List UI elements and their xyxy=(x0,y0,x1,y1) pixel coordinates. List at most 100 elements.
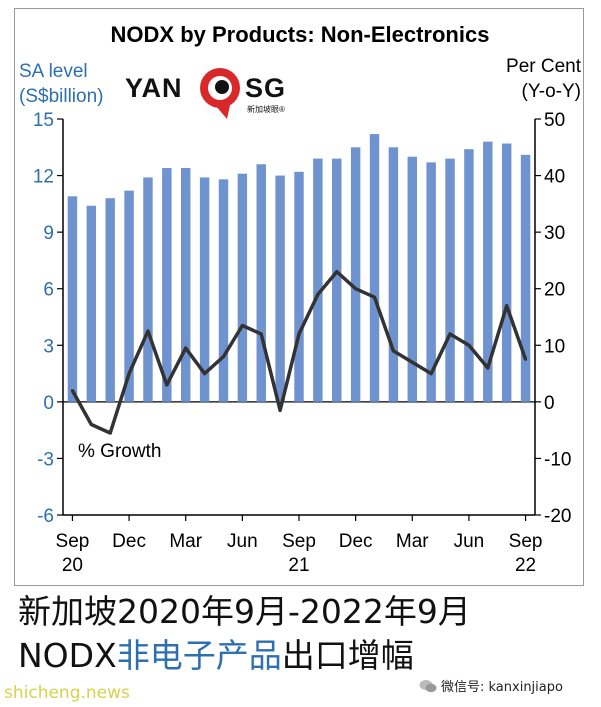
growth-point xyxy=(184,346,188,350)
growth-point xyxy=(486,366,490,370)
watermark-right-text: 微信号: kanxinjiapo xyxy=(441,680,563,695)
watermark-right: 微信号: kanxinjiapo xyxy=(419,676,563,695)
bar xyxy=(218,179,229,402)
left-tick-label: 15 xyxy=(33,110,54,131)
bar xyxy=(162,168,172,402)
growth-point xyxy=(108,431,112,435)
growth-point xyxy=(410,360,414,364)
growth-point xyxy=(127,372,131,376)
growth-point xyxy=(354,287,358,291)
left-axis-label-1: SA level xyxy=(19,61,88,82)
bar xyxy=(181,168,191,402)
bar xyxy=(426,162,436,402)
bar xyxy=(237,173,248,402)
bar xyxy=(445,158,455,402)
x-tick-year: 22 xyxy=(515,555,536,576)
x-tick-label: Sep xyxy=(56,531,90,552)
left-tick-label: -3 xyxy=(37,449,54,470)
left-axis-label-2: (S$billion) xyxy=(19,86,103,107)
growth-annotation: % Growth xyxy=(78,441,161,462)
growth-point xyxy=(89,422,93,426)
right-tick-label: 10 xyxy=(544,336,565,357)
chart-svg: NODX by Products: Non-Electronics SA lev… xyxy=(19,22,582,576)
right-tick-label: 50 xyxy=(544,110,565,131)
caption-line-2: NODX非电子产品出口增幅 xyxy=(18,634,598,678)
x-tick-label: Sep xyxy=(282,531,316,552)
bar-series xyxy=(67,134,531,402)
right-tick-label: -10 xyxy=(544,449,571,470)
x-tick-year: 20 xyxy=(62,555,83,576)
x-tick-year: 21 xyxy=(288,555,309,576)
bar xyxy=(199,177,210,402)
caption-prefix: NODX xyxy=(18,636,117,675)
chart-title: NODX by Products: Non-Electronics xyxy=(111,22,490,47)
bar xyxy=(275,175,285,402)
bar xyxy=(388,147,399,402)
right-y-ticks: 50 40 30 20 10 0 -10 -20 xyxy=(535,110,571,527)
left-tick-label: 6 xyxy=(43,280,54,301)
bar xyxy=(332,158,342,402)
bar xyxy=(369,134,380,402)
bar xyxy=(86,205,97,402)
x-tick-label: Sep xyxy=(509,531,543,552)
bar xyxy=(105,198,115,402)
growth-point xyxy=(467,343,471,347)
right-tick-label: 40 xyxy=(544,167,565,188)
bar xyxy=(350,147,361,402)
bar xyxy=(124,190,134,402)
right-tick-label: 30 xyxy=(544,223,565,244)
growth-point xyxy=(335,270,339,274)
right-axis-label-2: (Y-o-Y) xyxy=(522,81,581,102)
bar xyxy=(294,171,304,402)
growth-point xyxy=(203,372,207,376)
growth-line-series xyxy=(70,269,528,435)
left-tick-label: 9 xyxy=(43,223,54,244)
left-tick-label: -6 xyxy=(37,506,54,527)
growth-point xyxy=(391,349,395,353)
logo-text-right: SG xyxy=(245,73,286,103)
caption-highlight: 非电子产品 xyxy=(116,636,282,675)
x-tick-label: Mar xyxy=(396,531,429,552)
growth-point xyxy=(165,383,169,387)
wechat-icon xyxy=(419,679,437,692)
right-tick-label: -20 xyxy=(544,506,571,527)
bar xyxy=(407,156,417,402)
bar xyxy=(67,196,78,402)
growth-point xyxy=(70,389,74,393)
growth-point xyxy=(316,292,320,296)
x-ticks: Sep 20 Dec Mar Jun Sep 21 Dec Mar Jun Sep 22 xyxy=(56,515,543,576)
growth-point xyxy=(240,323,244,327)
bar xyxy=(143,177,153,402)
growth-point xyxy=(297,332,301,336)
right-axis-label-1: Per Cent xyxy=(506,56,582,77)
x-tick-label: Dec xyxy=(112,531,146,552)
right-tick-label: 0 xyxy=(544,393,555,414)
watermark-left: shicheng.news xyxy=(4,683,130,703)
bar xyxy=(501,143,512,402)
caption-suffix: 出口增幅 xyxy=(281,636,414,675)
x-tick-label: Jun xyxy=(454,531,485,552)
x-tick-label: Jun xyxy=(227,531,258,552)
logo-text-left: YAN xyxy=(125,73,183,103)
growth-point xyxy=(429,372,433,376)
growth-point xyxy=(259,332,263,336)
bar xyxy=(313,158,323,402)
left-tick-label: 3 xyxy=(43,336,54,357)
chart-frame: NODX by Products: Non-Electronics SA lev… xyxy=(14,8,584,586)
bar xyxy=(520,154,531,402)
growth-point xyxy=(524,357,528,361)
caption: 新加坡2020年9月-2022年9月 NODX非电子产品出口增幅 xyxy=(18,590,598,678)
left-tick-label: 0 xyxy=(43,393,54,414)
growth-point xyxy=(146,329,150,333)
x-tick-label: Dec xyxy=(339,531,373,552)
bar xyxy=(464,149,474,402)
eye-icon xyxy=(200,68,240,119)
growth-point xyxy=(278,408,282,412)
bar xyxy=(256,164,266,402)
left-y-ticks: 15 12 9 6 3 0 -3 -6 xyxy=(33,110,63,527)
growth-point xyxy=(448,332,452,336)
growth-point xyxy=(221,355,225,359)
bar xyxy=(483,141,493,402)
caption-line-1: 新加坡2020年9月-2022年9月 xyxy=(18,592,471,631)
growth-point xyxy=(505,304,509,308)
